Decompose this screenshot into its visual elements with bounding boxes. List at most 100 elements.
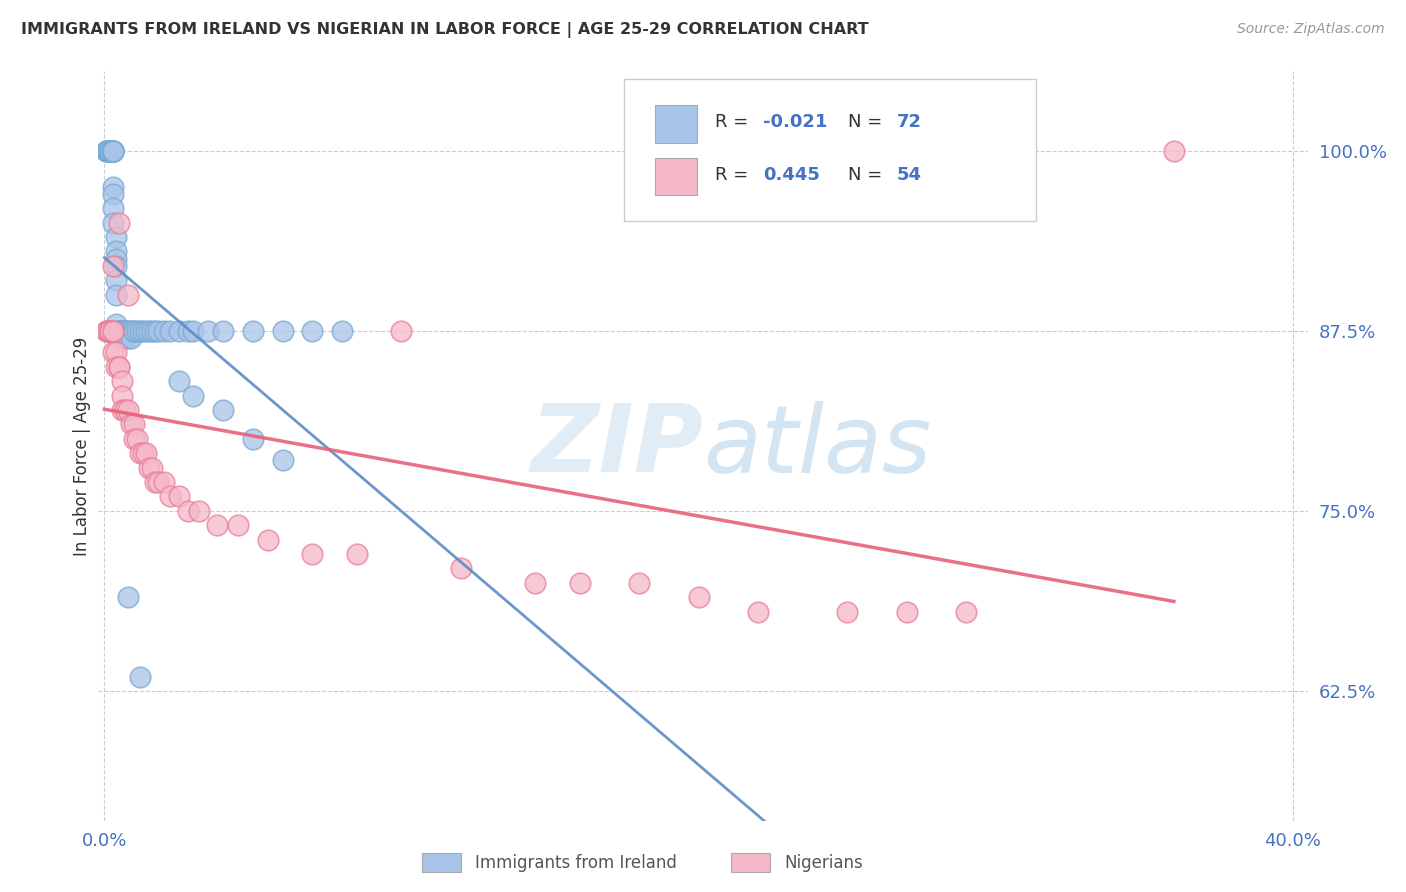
Text: Source: ZipAtlas.com: Source: ZipAtlas.com bbox=[1237, 22, 1385, 37]
FancyBboxPatch shape bbox=[655, 158, 697, 195]
Point bbox=[108, 216, 131, 230]
Point bbox=[138, 460, 160, 475]
Point bbox=[122, 417, 145, 432]
FancyBboxPatch shape bbox=[624, 78, 1035, 221]
Point bbox=[117, 403, 139, 417]
Point bbox=[256, 533, 278, 547]
Point bbox=[122, 324, 145, 338]
Point bbox=[212, 324, 235, 338]
Point bbox=[108, 324, 131, 338]
Point bbox=[183, 324, 205, 338]
Point bbox=[450, 561, 472, 575]
Point bbox=[129, 324, 152, 338]
Point bbox=[143, 324, 166, 338]
Point bbox=[97, 324, 120, 338]
Point bbox=[835, 605, 858, 619]
Point bbox=[111, 324, 134, 338]
Point bbox=[103, 259, 125, 273]
Point bbox=[103, 144, 125, 158]
Point bbox=[125, 432, 148, 446]
Point bbox=[122, 324, 145, 338]
Point bbox=[111, 331, 134, 345]
Point bbox=[105, 359, 128, 374]
Point bbox=[188, 504, 211, 518]
Point bbox=[103, 216, 125, 230]
Point bbox=[111, 324, 134, 338]
Point bbox=[212, 403, 235, 417]
Point bbox=[103, 324, 125, 338]
Point bbox=[129, 669, 152, 683]
Text: N =: N = bbox=[848, 113, 889, 131]
Text: 72: 72 bbox=[897, 113, 921, 131]
Point bbox=[271, 324, 294, 338]
Point bbox=[105, 317, 128, 331]
Point bbox=[98, 144, 121, 158]
Point bbox=[96, 144, 118, 158]
Point bbox=[120, 417, 142, 432]
Text: 54: 54 bbox=[897, 166, 921, 184]
Point bbox=[103, 201, 125, 215]
Point bbox=[114, 403, 136, 417]
Point bbox=[108, 324, 131, 338]
Point bbox=[103, 144, 125, 158]
Point bbox=[103, 144, 125, 158]
Point bbox=[568, 575, 591, 590]
Point bbox=[1163, 144, 1185, 158]
Point bbox=[747, 605, 769, 619]
Point bbox=[94, 324, 117, 338]
Point bbox=[301, 547, 323, 561]
Point bbox=[159, 324, 181, 338]
Point bbox=[159, 490, 181, 504]
Point bbox=[98, 324, 121, 338]
Point bbox=[96, 324, 118, 338]
Point bbox=[101, 144, 124, 158]
Point bbox=[197, 324, 219, 338]
Text: Immigrants from Ireland: Immigrants from Ireland bbox=[475, 854, 678, 871]
Text: IMMIGRANTS FROM IRELAND VS NIGERIAN IN LABOR FORCE | AGE 25-29 CORRELATION CHART: IMMIGRANTS FROM IRELAND VS NIGERIAN IN L… bbox=[21, 22, 869, 38]
Point bbox=[301, 324, 323, 338]
Point bbox=[242, 324, 264, 338]
Point bbox=[135, 324, 157, 338]
Point bbox=[105, 244, 128, 259]
Point bbox=[105, 273, 128, 287]
Point bbox=[226, 518, 249, 533]
Point bbox=[105, 259, 128, 273]
Point bbox=[120, 324, 142, 338]
Text: -0.021: -0.021 bbox=[763, 113, 828, 131]
Point bbox=[167, 324, 190, 338]
Point bbox=[117, 324, 139, 338]
Point bbox=[97, 144, 120, 158]
Point bbox=[103, 144, 125, 158]
Point bbox=[114, 324, 136, 338]
Point bbox=[96, 324, 118, 338]
Point bbox=[103, 345, 125, 359]
Text: 0.445: 0.445 bbox=[763, 166, 820, 184]
Text: atlas: atlas bbox=[703, 401, 931, 491]
Point bbox=[524, 575, 547, 590]
Point bbox=[97, 144, 120, 158]
Point bbox=[111, 403, 134, 417]
Point bbox=[176, 324, 198, 338]
Point bbox=[117, 324, 139, 338]
Point bbox=[105, 230, 128, 244]
Point bbox=[114, 324, 136, 338]
Text: N =: N = bbox=[848, 166, 889, 184]
Point bbox=[391, 324, 413, 338]
Point bbox=[108, 359, 131, 374]
Point bbox=[271, 453, 294, 467]
Point bbox=[628, 575, 651, 590]
Point bbox=[108, 359, 131, 374]
Point bbox=[98, 144, 121, 158]
Point bbox=[117, 287, 139, 301]
Point bbox=[105, 345, 128, 359]
Point bbox=[176, 504, 198, 518]
Point bbox=[117, 331, 139, 345]
Point bbox=[122, 432, 145, 446]
Point bbox=[146, 475, 169, 489]
Text: Nigerians: Nigerians bbox=[785, 854, 863, 871]
Point bbox=[111, 324, 134, 338]
Text: R =: R = bbox=[716, 113, 754, 131]
Y-axis label: In Labor Force | Age 25-29: In Labor Force | Age 25-29 bbox=[73, 336, 91, 556]
Point bbox=[103, 179, 125, 194]
Point bbox=[132, 324, 155, 338]
